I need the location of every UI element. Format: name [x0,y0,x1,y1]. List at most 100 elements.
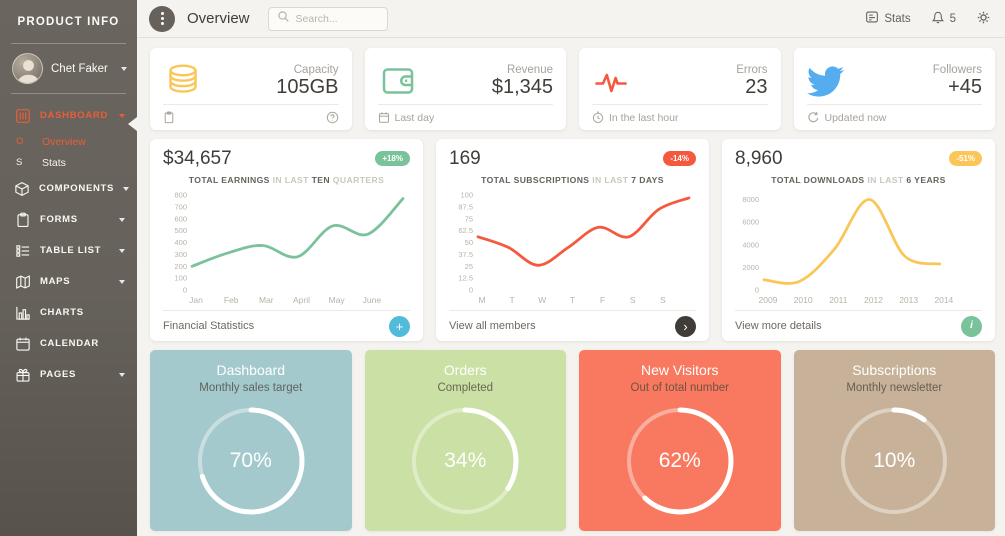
sidebar-subitem-overview[interactable]: O Overview [0,131,137,152]
x-axis-label: S [660,295,666,305]
stat-card-body: Revenue $1,345 [378,58,553,104]
add-button[interactable]: + [389,315,410,337]
active-page-arrow [128,117,137,131]
y-axis-tick: 100 [460,191,473,200]
stats-label: Stats [884,12,911,25]
progress-ring-svg [411,407,519,515]
navbar-actions: Stats 5 [865,10,991,28]
sidebar-item-charts[interactable]: CHARTS [0,297,137,328]
stat-card-followers: Followers +45 Updated now [793,48,995,130]
sidebar-item-dashboard[interactable]: DASHBOARD [0,100,137,131]
x-axis-label: W [538,295,546,305]
progress-percent: 34% [444,449,487,472]
progress-ring-svg [626,407,734,515]
subitem-label: Overview [42,135,86,148]
sidebar-item-label: TABLE LIST [40,245,102,256]
progress-arc [197,407,305,515]
chart-footer-text: View more details [735,320,822,332]
clipboard-icon [14,211,31,228]
line-chart: 100 87.5 75 62.5 50 37.5 25 12.5 0M T W T F S S [458,191,691,305]
avatar [12,53,43,84]
panel-icon [14,107,31,124]
settings-button[interactable] [976,10,991,28]
x-axis-label: 2014 [934,295,953,305]
sidebar-item-table-list[interactable]: TABLE LIST [0,235,137,266]
divider [11,43,126,44]
chart-subtitle: TOTAL EARNINGS IN LAST TEN QUARTERS [163,175,410,185]
info-button[interactable]: i [961,315,982,337]
notifications-button[interactable]: 5 [931,10,956,28]
sidebar-item-pages[interactable]: PAGES [0,359,137,390]
divider [11,93,126,94]
chart-card-1: $34,657 +18% TOTAL EARNINGS IN LAST TEN QU… [150,139,423,341]
chart-subtitle-segment: IN LAST [864,175,907,185]
x-axis-label: Mar [259,295,274,305]
sidebar-subitem-stats[interactable]: S Stats [0,152,137,173]
chart-card-footer: View all members › [449,310,696,341]
progress-cards-row: Dashboard Monthly sales target 70% Orders Co… [150,350,995,531]
stat-numbers: Capacity 105GB [276,64,338,99]
progress-card-title: New Visitors [640,362,719,378]
y-axis-tick: 500 [174,226,187,235]
chart-footer-text: View all members [449,320,536,332]
main-area: Overview Stats 5 [137,0,1005,536]
progress-card-orders: Orders Completed 34% [364,350,566,531]
sidebar-nav: DASHBOARD O Overview S Stats COMPONENTS FORMS T… [0,94,137,390]
stats-button[interactable]: Stats [865,10,911,27]
stat-numbers: Errors 23 [736,64,767,99]
stat-card-footer [163,104,339,130]
stat-card-footer: Last day [377,104,553,130]
progress-card-subtitle: Monthly newsletter [846,382,943,394]
sidebar-item-label: COMPONENTS [39,183,115,194]
line-series [762,198,942,285]
stat-card-body: Errors 23 [592,58,768,104]
stat-card-body: Followers +45 [806,58,982,104]
y-axis-tick: 2000 [742,263,759,272]
clock-icon [592,111,604,124]
chart-subtitle-segment: TEN [311,175,330,185]
progress-percent: 62% [658,449,701,472]
list-icon [14,242,31,259]
progress-arc [411,407,519,515]
stat-value: +45 [948,75,982,98]
page-title: Overview [187,10,250,27]
stat-value: 23 [745,75,768,98]
stat-footer-text: Updated now [824,111,887,124]
view-members-button[interactable]: › [675,315,696,337]
chevron-down-icon [119,279,125,284]
coins-icon [163,61,203,101]
y-axis-tick: 100 [174,274,187,283]
sidebar-item-forms[interactable]: FORMS [0,204,137,235]
x-axis-label: 2010 [794,295,813,305]
progress-card-subscriptions: Subscriptions Monthly newsletter 10% [793,350,995,531]
y-axis-tick: 25 [465,262,473,271]
chart-headline-value: 169 [449,148,481,169]
stat-label: Followers [932,63,982,76]
chart-card-header: $34,657 +18% [163,148,410,170]
refresh-icon [807,111,820,124]
progress-ring-svg [840,407,948,515]
subitem-label: Stats [42,156,66,169]
brand-title: PRODUCT INFO [17,15,120,28]
x-axis-label: Feb [224,295,239,305]
stat-numbers: Followers +45 [933,64,982,99]
trend-badge: +18% [375,151,410,166]
chart-footer-text: Financial Statistics [163,320,255,332]
sidebar-toggle-button[interactable] [149,5,175,32]
question-icon[interactable] [326,111,339,124]
search-input[interactable] [295,12,379,25]
stat-card-errors: Errors 23 In the last hour [579,48,781,130]
user-menu[interactable]: Chet Faker [0,44,137,93]
y-axis-tick: 37.5 [458,250,473,259]
sidebar-item-components[interactable]: COMPONENTS [0,173,137,204]
sidebar-item-maps[interactable]: MAPS [0,266,137,297]
subitem-mini: O [16,136,24,147]
chart-headline-value: 8,960 [735,148,783,169]
y-axis-tick: 0 [755,286,759,295]
y-axis-tick: 12.5 [458,274,473,283]
stat-card-footer: In the last hour [592,104,768,130]
sidebar-item-calendar[interactable]: CALENDAR [0,328,137,359]
sidebar-item-label: CHARTS [40,307,84,318]
